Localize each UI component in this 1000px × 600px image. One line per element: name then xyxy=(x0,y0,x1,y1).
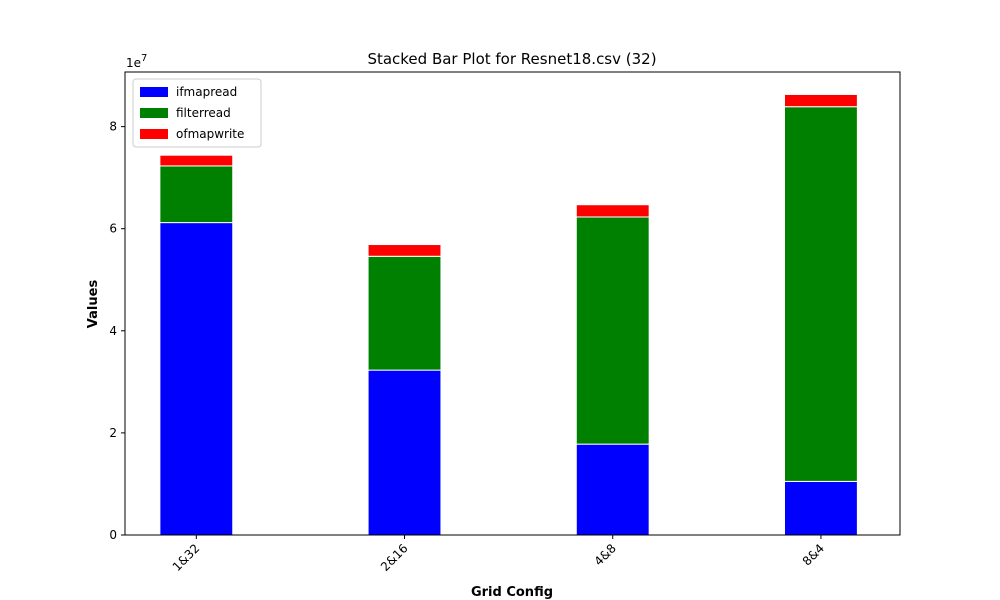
bar-ofmapwrite-0 xyxy=(159,154,234,167)
y-tick-label: 4 xyxy=(109,324,117,338)
bar-group xyxy=(159,93,858,536)
y-tick-label: 8 xyxy=(109,120,117,134)
legend-swatch-ofmapwrite xyxy=(140,129,168,139)
x-tick-label: 2&16 xyxy=(378,541,411,574)
x-axis-label: Grid Config xyxy=(471,585,553,600)
legend-label-filterread: filterread xyxy=(176,106,231,120)
x-tick-label: 1&32 xyxy=(170,541,203,574)
x-tick-label: 8&4 xyxy=(800,541,827,568)
bar-ifmapread-1 xyxy=(367,369,442,536)
bar-filterread-1 xyxy=(367,255,442,371)
bar-ofmapwrite-2 xyxy=(575,204,650,218)
plot-area-frame xyxy=(124,71,901,536)
bar-ifmapread-3 xyxy=(784,480,858,536)
x-axis-ticks: 1&32 2&16 4&8 8&4 xyxy=(170,535,827,574)
y-axis-multiplier-exponent: 7 xyxy=(141,53,147,64)
bar-filterread-2 xyxy=(575,216,650,445)
bar-ifmapread-2 xyxy=(575,443,650,536)
bar-filterread-3 xyxy=(784,106,858,482)
y-tick-label: 0 xyxy=(109,528,117,542)
x-tick-label: 4&8 xyxy=(592,541,619,568)
legend: ifmapread filterread ofmapwrite xyxy=(132,78,262,148)
y-axis-ticks: 0 2 4 6 8 xyxy=(109,120,125,542)
legend-swatch-filterread xyxy=(140,108,168,118)
bar-filterread-0 xyxy=(159,165,234,224)
y-tick-label: 2 xyxy=(109,426,117,440)
bar-ofmapwrite-1 xyxy=(367,244,442,257)
chart-title: Stacked Bar Plot for Resnet18.csv (32) xyxy=(367,50,656,68)
bar-ofmapwrite-3 xyxy=(784,93,858,108)
y-tick-label: 6 xyxy=(109,222,117,236)
y-axis-multiplier: 1e7 xyxy=(126,53,147,70)
legend-label-ofmapwrite: ofmapwrite xyxy=(176,127,244,141)
legend-label-ifmapread: ifmapread xyxy=(176,85,237,99)
legend-swatch-ifmapread xyxy=(140,87,168,97)
bar-ifmapread-0 xyxy=(159,222,234,536)
y-axis-label: Values xyxy=(86,280,101,329)
